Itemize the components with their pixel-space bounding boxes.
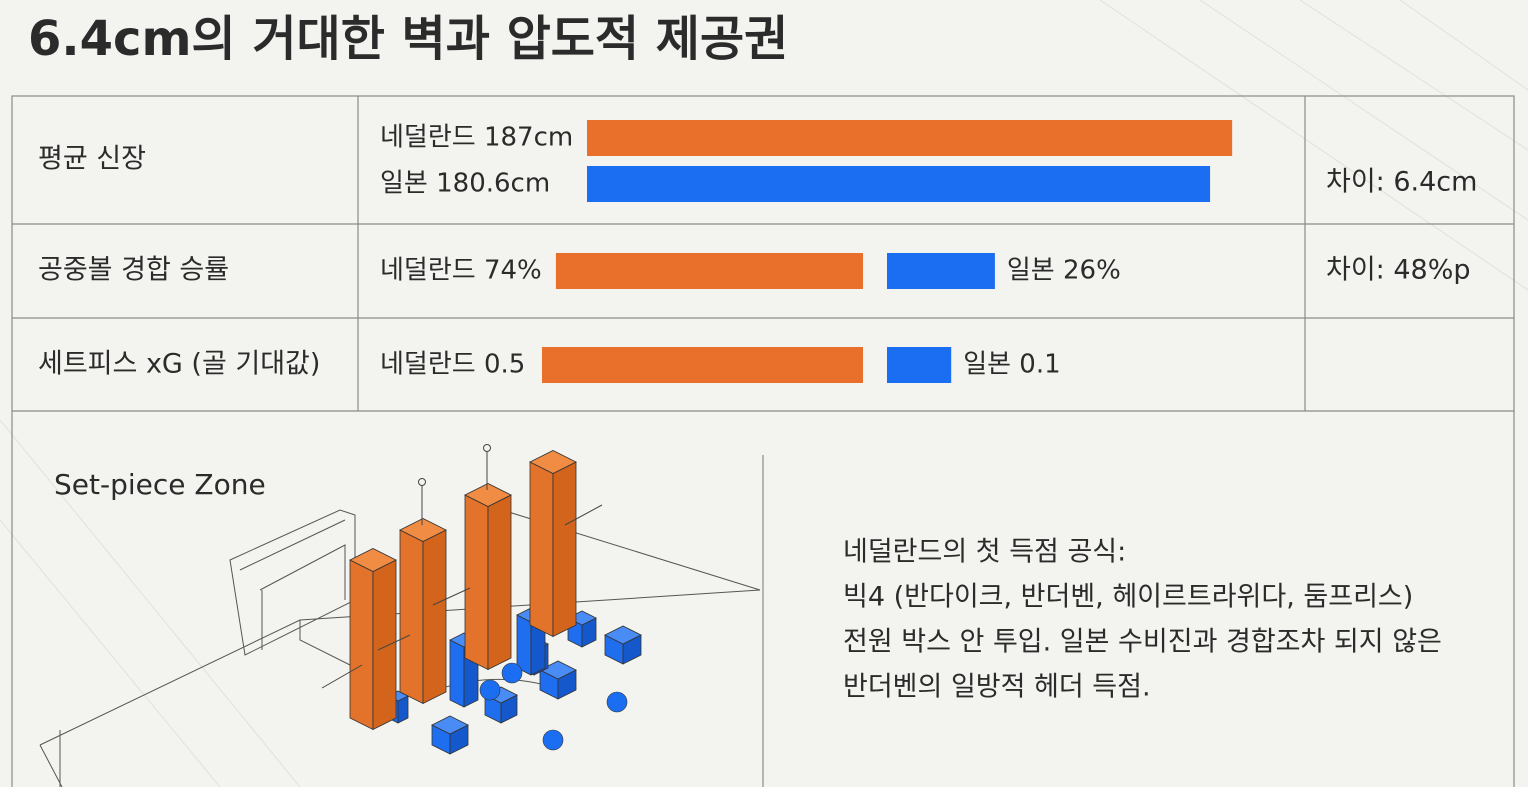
block-face — [399, 518, 447, 542]
block-face — [422, 529, 447, 705]
ball-marker — [501, 662, 523, 684]
bar-label: 네덜란드 187cm — [380, 123, 573, 153]
motion-arrow — [377, 634, 411, 651]
block-face — [349, 548, 397, 572]
motion-arrow — [564, 504, 603, 526]
bar — [542, 347, 863, 383]
bar — [587, 166, 1211, 202]
row-label: 공중볼 경합 승률 — [38, 255, 229, 286]
block-face — [449, 639, 465, 708]
block-face — [431, 715, 469, 735]
iso-block — [431, 715, 469, 755]
iso-block — [529, 450, 577, 638]
block-face — [552, 461, 577, 638]
bar-label: 일본 26% — [1007, 256, 1121, 286]
difference-label: 차이: 6.4cm — [1326, 167, 1477, 198]
block-face — [399, 529, 424, 705]
block-face — [604, 625, 642, 645]
bar — [587, 120, 1233, 156]
zone-label: Set-piece Zone — [54, 468, 266, 501]
set-piece-illustration — [39, 444, 761, 787]
bar — [887, 347, 952, 383]
bar-label: 네덜란드 74% — [380, 256, 542, 286]
iso-block — [464, 483, 512, 671]
block-face — [464, 483, 512, 507]
block-face — [349, 559, 374, 731]
row-label: 평균 신장 — [38, 144, 146, 175]
note-line: 네덜란드의 첫 득점 공식: — [843, 537, 1126, 568]
block-face — [464, 494, 489, 671]
bar-label: 일본 180.6cm — [380, 169, 550, 199]
difference-label: 차이: 48%p — [1326, 255, 1471, 286]
bar — [555, 253, 863, 289]
table-frame — [11, 95, 1515, 787]
iso-block — [539, 660, 577, 700]
iso-block — [349, 548, 397, 731]
block-face — [539, 660, 577, 680]
pin-head — [483, 444, 491, 452]
iso-block — [604, 625, 642, 665]
row-label: 세트피스 xG (골 기대값) — [38, 349, 320, 380]
note-line: 반더벤의 일방적 헤더 득점. — [843, 672, 1151, 703]
ball-marker — [606, 691, 628, 713]
motion-arrow — [321, 664, 363, 689]
ball-marker — [479, 679, 501, 701]
bar-label: 네덜란드 0.5 — [380, 350, 525, 380]
note-line: 전원 박스 안 투입. 일본 수비진과 경합조차 되지 않은 — [843, 627, 1442, 658]
title: 6.4cm의 거대한 벽과 압도적 제공권 — [28, 11, 788, 67]
pin-head — [418, 478, 426, 486]
note-line: 빅4 (반다이크, 반더벤, 헤이르트라위다, 둠프리스) — [843, 582, 1413, 613]
iso-block — [399, 518, 447, 705]
bar-label: 일본 0.1 — [963, 350, 1060, 380]
block-face — [529, 450, 577, 474]
block-face — [372, 559, 397, 731]
ball-marker — [542, 729, 564, 751]
block-face — [529, 461, 554, 638]
motion-arrow — [432, 587, 471, 606]
bar — [887, 253, 995, 289]
block-face — [487, 494, 512, 671]
